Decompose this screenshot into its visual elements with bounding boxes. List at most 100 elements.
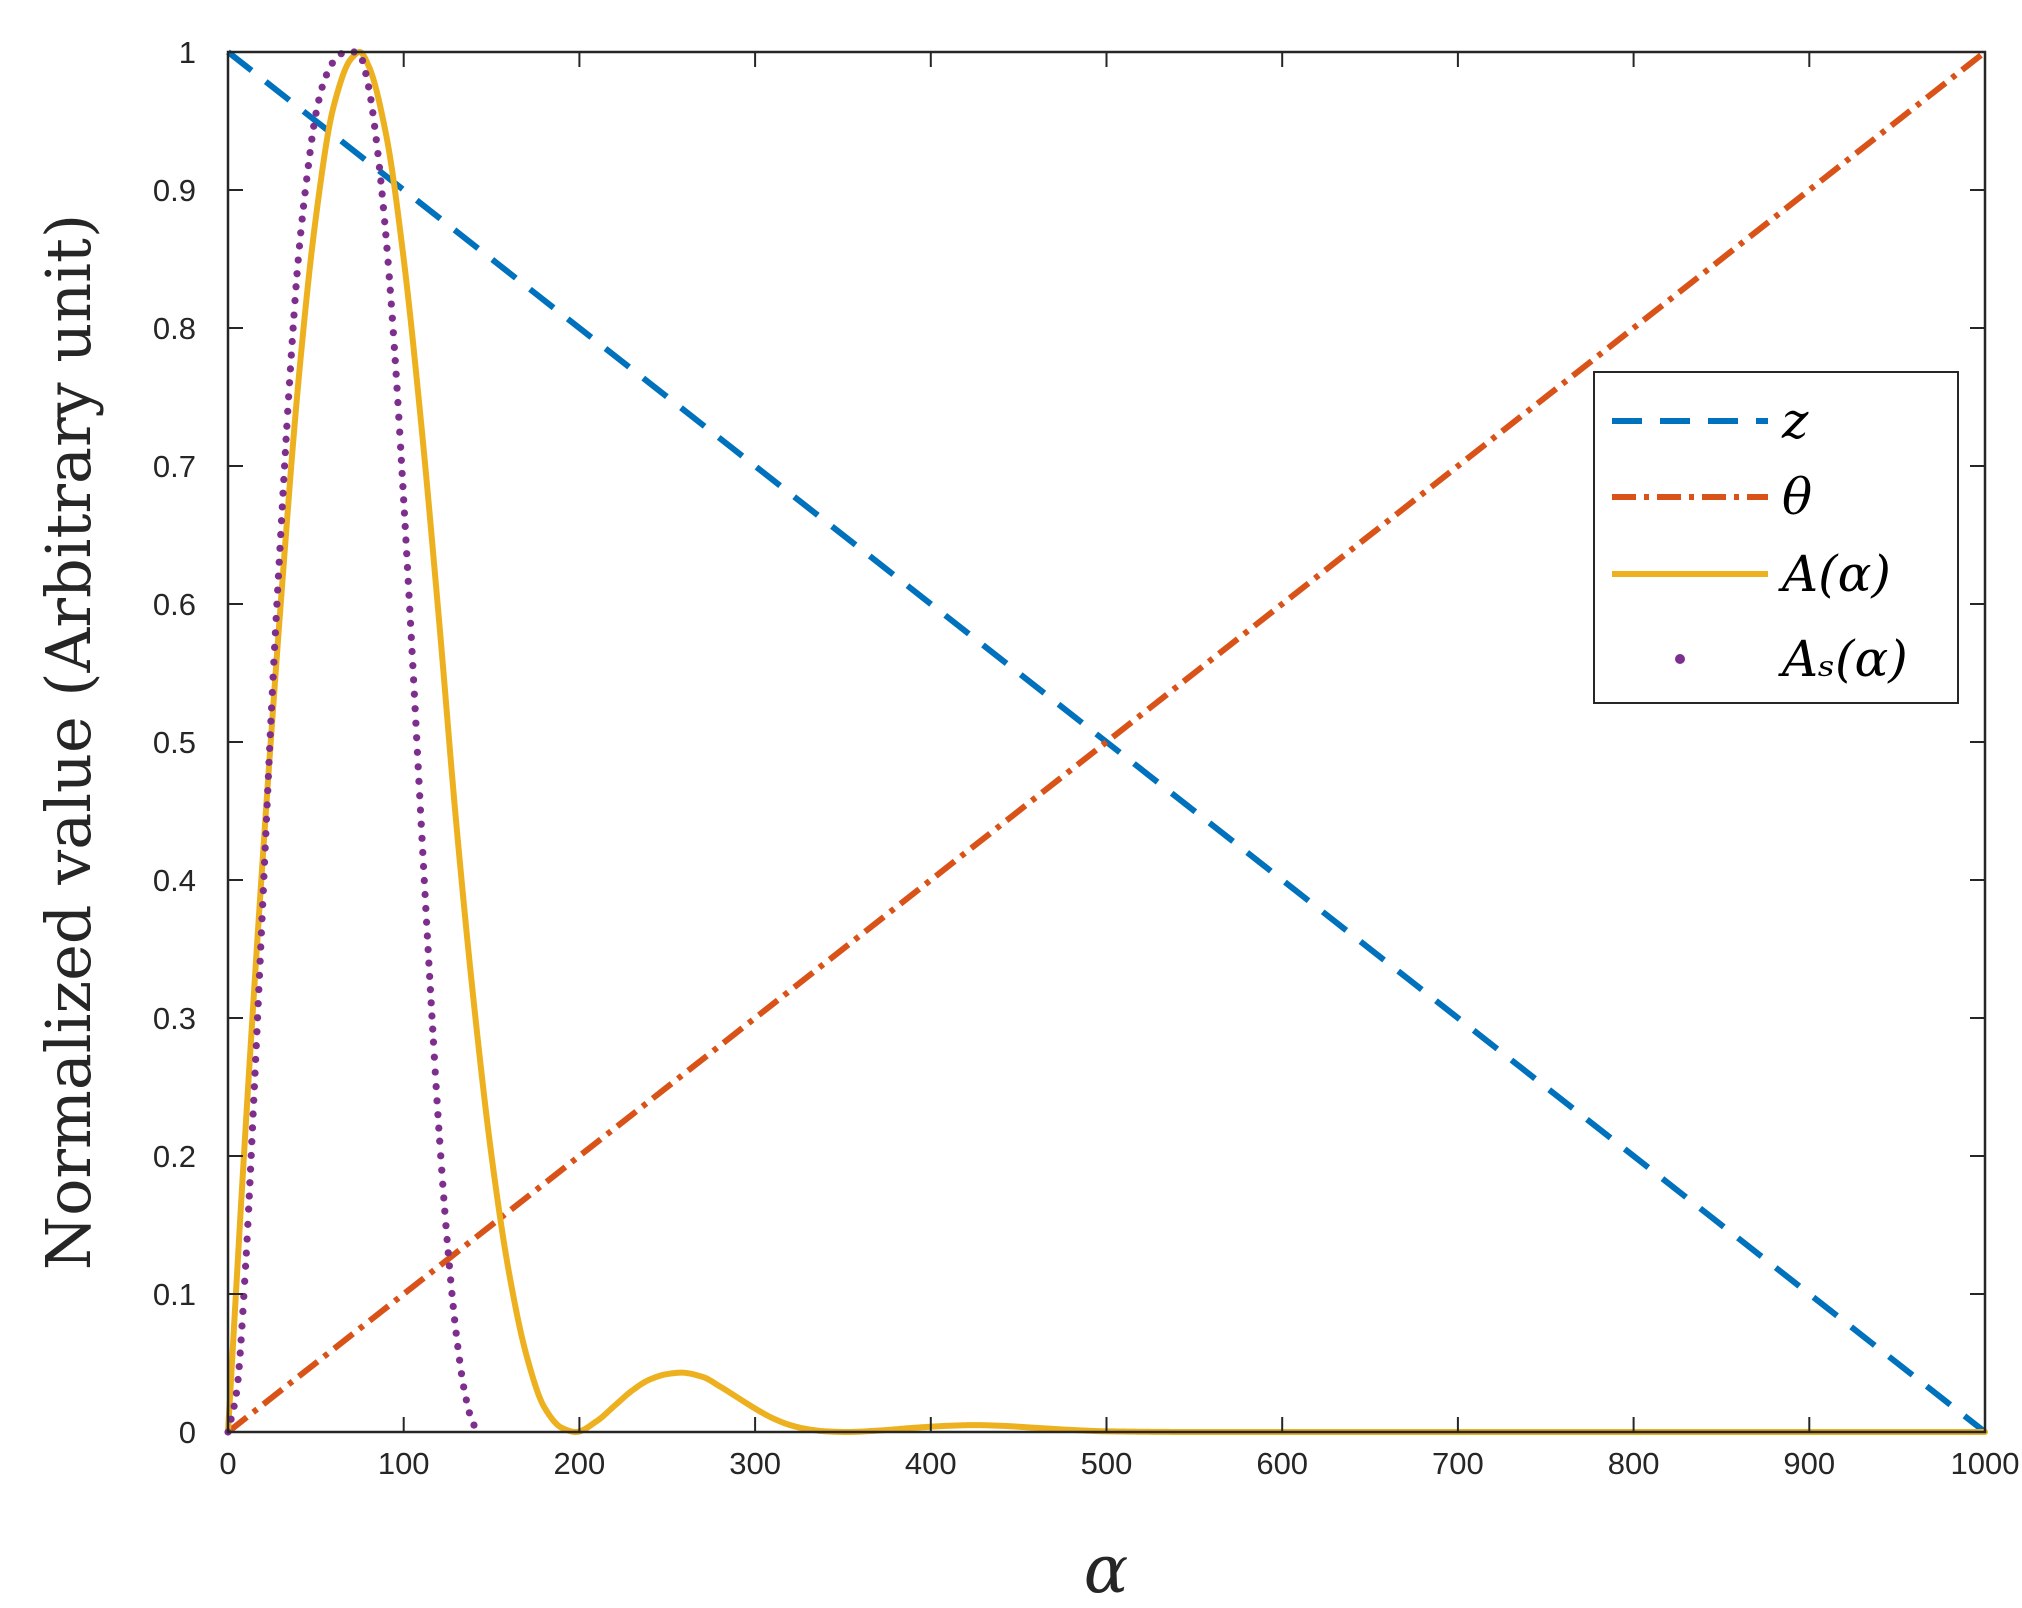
data-point	[237, 1336, 245, 1344]
data-point	[423, 932, 431, 940]
data-point	[465, 1409, 473, 1417]
data-point	[404, 577, 412, 585]
data-point	[248, 1124, 257, 1132]
data-point	[417, 820, 425, 828]
data-point	[248, 1138, 256, 1146]
data-point	[232, 1389, 241, 1397]
data-point	[455, 1356, 464, 1364]
data-point	[273, 600, 281, 608]
data-point	[400, 509, 409, 517]
data-point	[396, 428, 404, 436]
data-point	[245, 1205, 253, 1213]
data-point	[375, 163, 384, 171]
data-point	[315, 96, 323, 104]
data-point	[267, 717, 275, 725]
data-point	[249, 1110, 257, 1118]
data-point	[289, 324, 297, 332]
series-3-markers	[224, 48, 478, 1436]
legend-entry-label: A(α)	[1778, 545, 1891, 603]
data-point	[403, 563, 412, 572]
data-point	[239, 1307, 247, 1316]
data-point	[437, 1152, 445, 1160]
data-point	[268, 688, 276, 697]
data-point	[288, 337, 296, 346]
data-point	[403, 550, 411, 558]
data-point	[431, 1068, 439, 1076]
data-point	[430, 1053, 438, 1061]
data-point	[371, 122, 379, 130]
data-point	[278, 503, 286, 511]
data-point	[460, 1383, 468, 1391]
data-point	[439, 1180, 447, 1188]
data-point	[407, 633, 415, 642]
data-point	[448, 1289, 456, 1298]
data-point	[369, 109, 377, 117]
data-point	[420, 876, 428, 885]
data-point	[422, 904, 430, 913]
legend-marker	[1675, 654, 1685, 664]
data-point	[412, 719, 420, 727]
x-tick-label: 0	[219, 1446, 236, 1481]
data-point	[286, 365, 295, 373]
data-point	[381, 218, 389, 226]
data-point	[372, 136, 380, 144]
data-point	[274, 572, 283, 580]
data-point	[443, 1235, 451, 1244]
data-point	[435, 1124, 443, 1132]
y-tick-label: 0.6	[153, 587, 196, 622]
data-point	[308, 135, 316, 143]
data-point	[295, 242, 304, 250]
data-point	[391, 357, 399, 365]
data-point	[395, 413, 403, 421]
data-point	[293, 270, 301, 278]
x-tick-label: 400	[905, 1446, 957, 1481]
data-point	[312, 109, 320, 117]
data-point	[415, 777, 423, 785]
data-point	[264, 772, 272, 781]
data-point	[394, 398, 402, 407]
data-point	[434, 1111, 442, 1119]
data-point	[280, 462, 289, 470]
data-point	[382, 231, 390, 239]
data-point	[241, 1277, 249, 1285]
data-point	[256, 957, 264, 965]
data-point	[259, 901, 267, 909]
y-tick-label: 0	[179, 1415, 196, 1450]
data-point	[236, 1349, 244, 1357]
data-point	[253, 1014, 262, 1022]
data-point	[318, 83, 326, 91]
data-point	[419, 862, 428, 871]
data-point	[428, 1012, 436, 1020]
data-point	[440, 1194, 448, 1202]
data-point	[385, 273, 393, 281]
series-1-line	[226, 49, 1987, 1435]
y-tick-label: 0.9	[153, 173, 196, 208]
legend-entry-label: Aₛ(α)	[1778, 630, 1908, 688]
data-point	[285, 393, 293, 401]
data-point	[426, 972, 434, 981]
data-point	[444, 1249, 452, 1257]
data-point	[384, 258, 392, 266]
data-point	[246, 1179, 254, 1187]
data-point	[241, 1262, 250, 1270]
x-tick-label: 600	[1256, 1446, 1308, 1481]
data-point	[400, 496, 408, 504]
data-point	[258, 915, 266, 923]
data-point	[367, 96, 375, 104]
data-point	[275, 558, 283, 566]
x-tick-label: 700	[1432, 1446, 1484, 1481]
data-point	[419, 848, 427, 857]
data-point	[409, 662, 417, 670]
data-point	[306, 148, 314, 157]
data-point	[462, 1396, 470, 1404]
data-point	[262, 815, 271, 823]
data-point	[304, 162, 312, 170]
data-point	[270, 658, 278, 666]
data-point	[397, 443, 405, 451]
data-point	[287, 351, 295, 359]
data-point	[410, 690, 418, 698]
y-tick-label: 0.3	[153, 1001, 196, 1036]
data-point	[271, 643, 279, 652]
data-point	[433, 1097, 441, 1105]
data-point	[393, 384, 401, 392]
